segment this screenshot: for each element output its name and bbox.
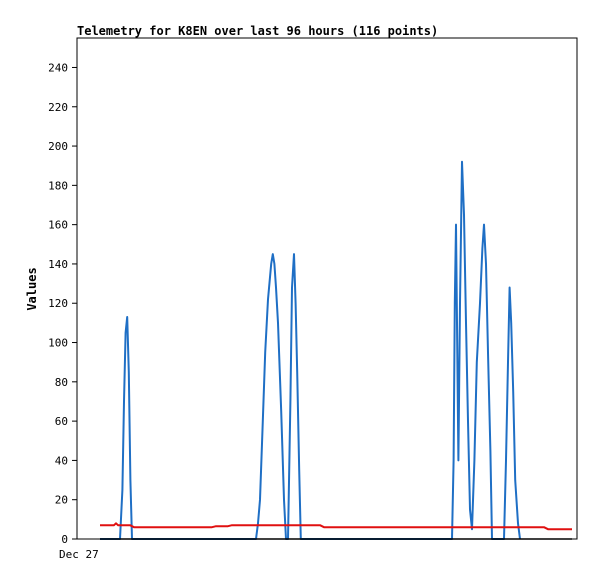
series-layer (100, 160, 572, 540)
y-tick-label-0: 0 (61, 533, 68, 546)
series-line-1 (100, 522, 572, 531)
y-tick-label-200: 200 (48, 140, 68, 153)
y-tick-label-220: 220 (48, 101, 68, 114)
y-tick-label-140: 140 (48, 258, 68, 271)
series-line-0 (100, 160, 521, 540)
y-tick-label-180: 180 (48, 179, 68, 192)
y-tick-label-60: 60 (55, 415, 68, 428)
y-tick-label-20: 20 (55, 494, 68, 507)
y-tick-label-160: 160 (48, 219, 68, 232)
y-tick-label-120: 120 (48, 297, 68, 310)
y-axis-label: Values (25, 267, 39, 310)
plot-frame (76, 37, 578, 540)
y-axis-ticks: 0 20 40 60 80 100 120 140 160 180 200 220 240 (48, 61, 77, 546)
x-axis-ticks: Dec 27 (59, 548, 99, 561)
y-tick-label-100: 100 (48, 337, 68, 350)
x-tick-label-0: Dec 27 (59, 548, 99, 561)
y-tick-label-40: 40 (55, 454, 68, 467)
y-tick-label-80: 80 (55, 376, 68, 389)
chart-title: Telemetry for K8EN over last 96 hours (1… (77, 24, 438, 38)
y-tick-label-240: 240 (48, 61, 68, 74)
